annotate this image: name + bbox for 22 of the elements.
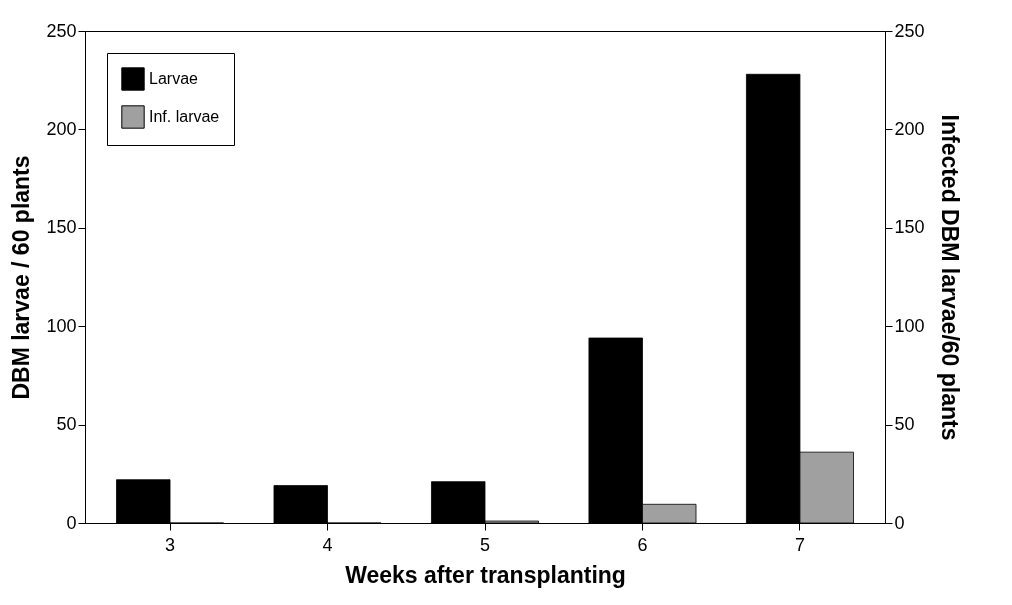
x-tick-label: 7	[794, 534, 805, 555]
y-tick-label: 250	[46, 20, 77, 41]
y2-tick-label: 200	[894, 118, 925, 139]
y2-tick-label: 0	[894, 512, 905, 533]
x-tick-label: 6	[637, 534, 648, 555]
x-tick-label: 3	[165, 534, 176, 555]
y-tick-label: 0	[66, 512, 77, 533]
y2-tick-label: 250	[894, 20, 925, 41]
y-tick-label: 100	[46, 315, 77, 336]
y-axis-title: DBM larvae / 60 plants	[8, 155, 35, 400]
x-axis-title: Weeks after transplanting	[345, 561, 626, 588]
y-tick-label: 150	[46, 217, 77, 238]
y-tick-label: 50	[56, 414, 77, 435]
y2-tick-label: 150	[894, 217, 925, 238]
y2-axis-title: Infected DBM larvae/60 plants	[936, 114, 963, 441]
y2-tick-label: 50	[894, 414, 915, 435]
y-tick-label: 200	[46, 118, 77, 139]
x-tick-label: 4	[322, 534, 333, 555]
legend-label: Inf. larvae	[149, 108, 220, 125]
y2-tick-label: 100	[894, 315, 925, 336]
x-tick-label: 5	[479, 534, 491, 555]
legend-label: Larvae	[149, 70, 199, 87]
